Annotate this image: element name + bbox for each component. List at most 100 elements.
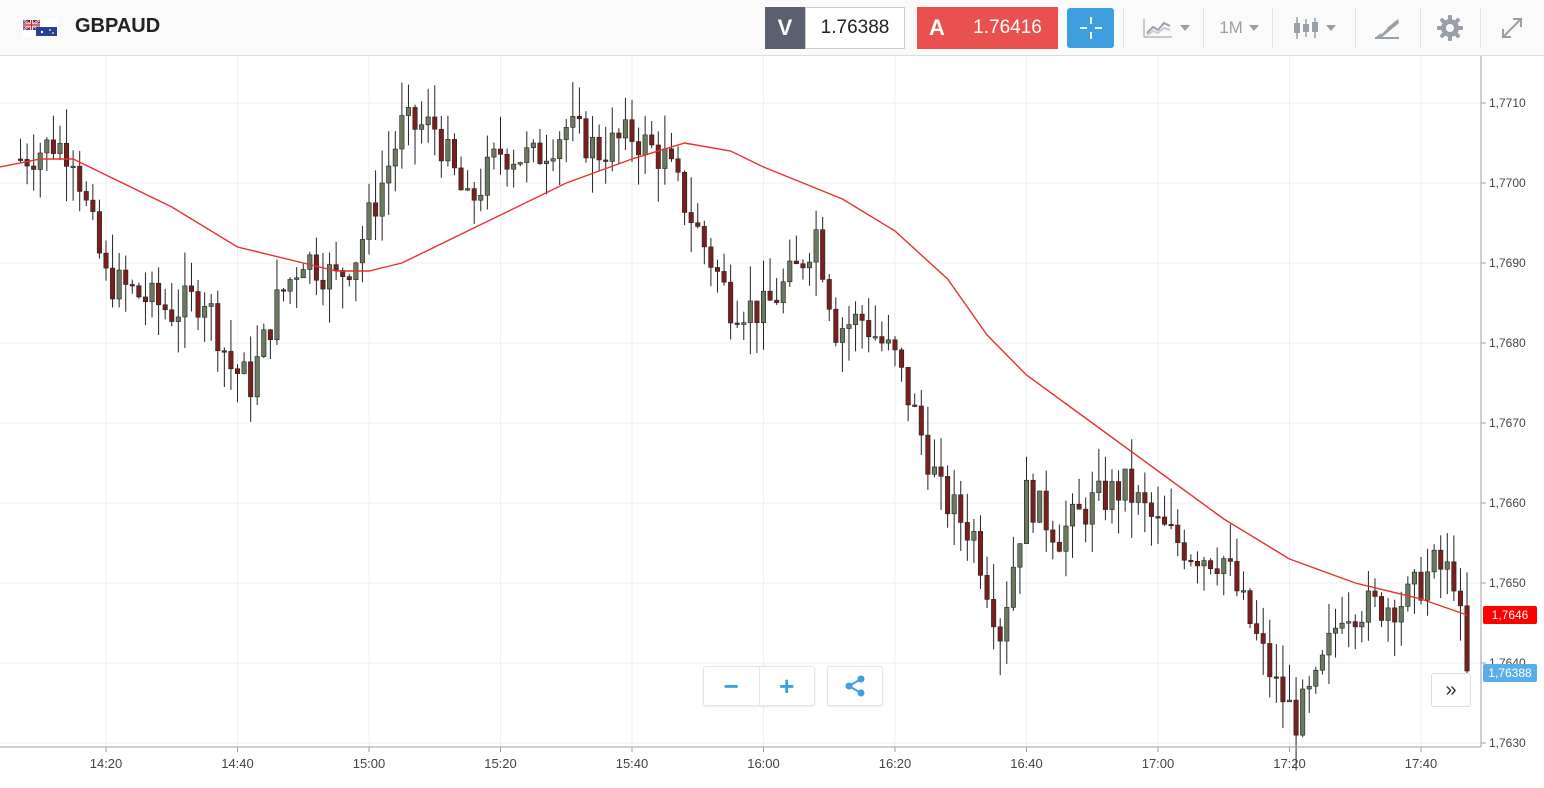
share-button[interactable] xyxy=(827,666,883,706)
candle-up xyxy=(1365,590,1371,623)
candle-down xyxy=(800,263,806,269)
price-chart[interactable]: 1,76301,76401,76501,76601,76701,76801,76… xyxy=(0,56,1544,788)
candle-up xyxy=(839,328,845,343)
candle-down xyxy=(1188,559,1194,563)
candle-down xyxy=(682,171,688,213)
candle-up xyxy=(366,202,372,240)
candle-up xyxy=(1306,685,1312,690)
candle-down xyxy=(1155,516,1161,519)
fullscreen-button[interactable] xyxy=(1490,8,1534,48)
candle-down xyxy=(1076,503,1082,510)
candle-down xyxy=(1043,490,1049,531)
timeframe-label: 1M xyxy=(1219,18,1243,37)
candle-up xyxy=(1024,479,1030,544)
candle-up xyxy=(807,261,813,269)
zoom-out-button[interactable]: − xyxy=(723,670,739,701)
drawing-tool-icon xyxy=(1375,19,1399,39)
candle-up xyxy=(885,339,891,344)
time-tick-label: 14:20 xyxy=(90,756,123,771)
candle-down xyxy=(576,116,582,120)
candle-down xyxy=(248,361,254,398)
candle-up xyxy=(359,239,365,264)
price-tick-label: 1,7660 xyxy=(1489,496,1526,510)
candle-down xyxy=(1418,571,1424,601)
scroll-to-latest-button[interactable]: » xyxy=(1431,673,1471,707)
time-tick-label: 17:40 xyxy=(1405,756,1438,771)
price-axis: 1,76301,76401,76501,76601,76701,76801,76… xyxy=(1481,96,1526,750)
candle-down xyxy=(412,107,418,130)
time-axis: 14:20 14:40 15:00 15:20 15:40 16:00 16:20 16:40… xyxy=(90,747,1438,771)
candle-down xyxy=(1181,542,1187,561)
sell-button[interactable]: V xyxy=(765,7,805,49)
crosshair-button[interactable] xyxy=(1067,8,1114,48)
candle-up xyxy=(971,531,977,541)
candle-up xyxy=(747,300,753,323)
candle-up xyxy=(294,277,300,280)
candle-down xyxy=(714,267,720,272)
timeframe-dropdown[interactable]: 1M xyxy=(1211,8,1267,48)
candle-down xyxy=(1273,676,1279,679)
candle-up xyxy=(1313,669,1319,687)
line-chart-icon xyxy=(1143,19,1172,38)
candle-down xyxy=(221,350,227,353)
candle-up xyxy=(399,115,405,150)
toolbar-divider xyxy=(1480,8,1481,48)
candle-up xyxy=(491,148,497,158)
gb-au-flag-icon xyxy=(22,19,58,37)
candle-down xyxy=(1267,643,1273,678)
candle-down xyxy=(195,291,201,318)
settings-button[interactable] xyxy=(1430,8,1470,48)
candle-down xyxy=(734,322,740,325)
share-icon xyxy=(845,675,865,697)
candle-up xyxy=(662,148,668,169)
zoom-in-button[interactable]: + xyxy=(779,670,795,701)
candle-up xyxy=(1339,622,1345,629)
candle-down xyxy=(320,279,326,290)
candle-down xyxy=(905,367,911,406)
candle-down xyxy=(77,165,83,192)
candle-up xyxy=(872,336,878,339)
candle-down xyxy=(754,300,760,324)
chart-type-dropdown[interactable] xyxy=(1133,8,1199,48)
candle-style-dropdown[interactable] xyxy=(1284,8,1344,48)
candle-down xyxy=(636,141,642,156)
candle-down xyxy=(64,142,70,167)
candle-up xyxy=(1109,481,1115,510)
candle-down xyxy=(83,191,89,201)
time-tick-label: 17:00 xyxy=(1142,756,1175,771)
candle-down xyxy=(136,285,142,298)
candle-up xyxy=(1089,492,1095,525)
candle-down xyxy=(774,299,780,303)
candle-down xyxy=(235,368,241,374)
candle-up xyxy=(392,148,398,167)
candle-down xyxy=(721,271,727,283)
candle-down xyxy=(96,211,102,254)
instrument-toolbar: GBPAUD V 1.76388 A 1.76416 1M xyxy=(0,0,1544,56)
candle-up xyxy=(1037,490,1043,523)
candle-down xyxy=(1280,676,1286,703)
buy-button[interactable]: A xyxy=(917,7,957,49)
candle-up xyxy=(1319,654,1325,671)
candle-down xyxy=(1194,560,1200,567)
candle-down xyxy=(583,118,589,159)
candlestick-icon xyxy=(1294,17,1318,39)
candle-down xyxy=(90,199,96,212)
buy-price[interactable]: 1.76416 xyxy=(957,7,1058,49)
candle-down xyxy=(18,158,24,161)
candle-down xyxy=(859,313,865,321)
candle-down xyxy=(708,246,714,268)
candle-down xyxy=(458,167,464,191)
drawing-tool-button[interactable] xyxy=(1365,8,1409,48)
zoom-divider xyxy=(758,667,760,705)
time-tick-label: 17:20 xyxy=(1273,756,1306,771)
candle-up xyxy=(760,290,766,324)
candle-down xyxy=(1392,607,1398,623)
candle-down xyxy=(1116,481,1122,501)
sell-price[interactable]: 1.76388 xyxy=(805,7,905,49)
candle-up xyxy=(931,466,937,475)
price-tick-label: 1,7710 xyxy=(1489,96,1526,110)
candle-down xyxy=(918,405,924,436)
candle-down xyxy=(1148,502,1154,517)
candle-up xyxy=(511,163,517,170)
candle-up xyxy=(1431,549,1437,573)
